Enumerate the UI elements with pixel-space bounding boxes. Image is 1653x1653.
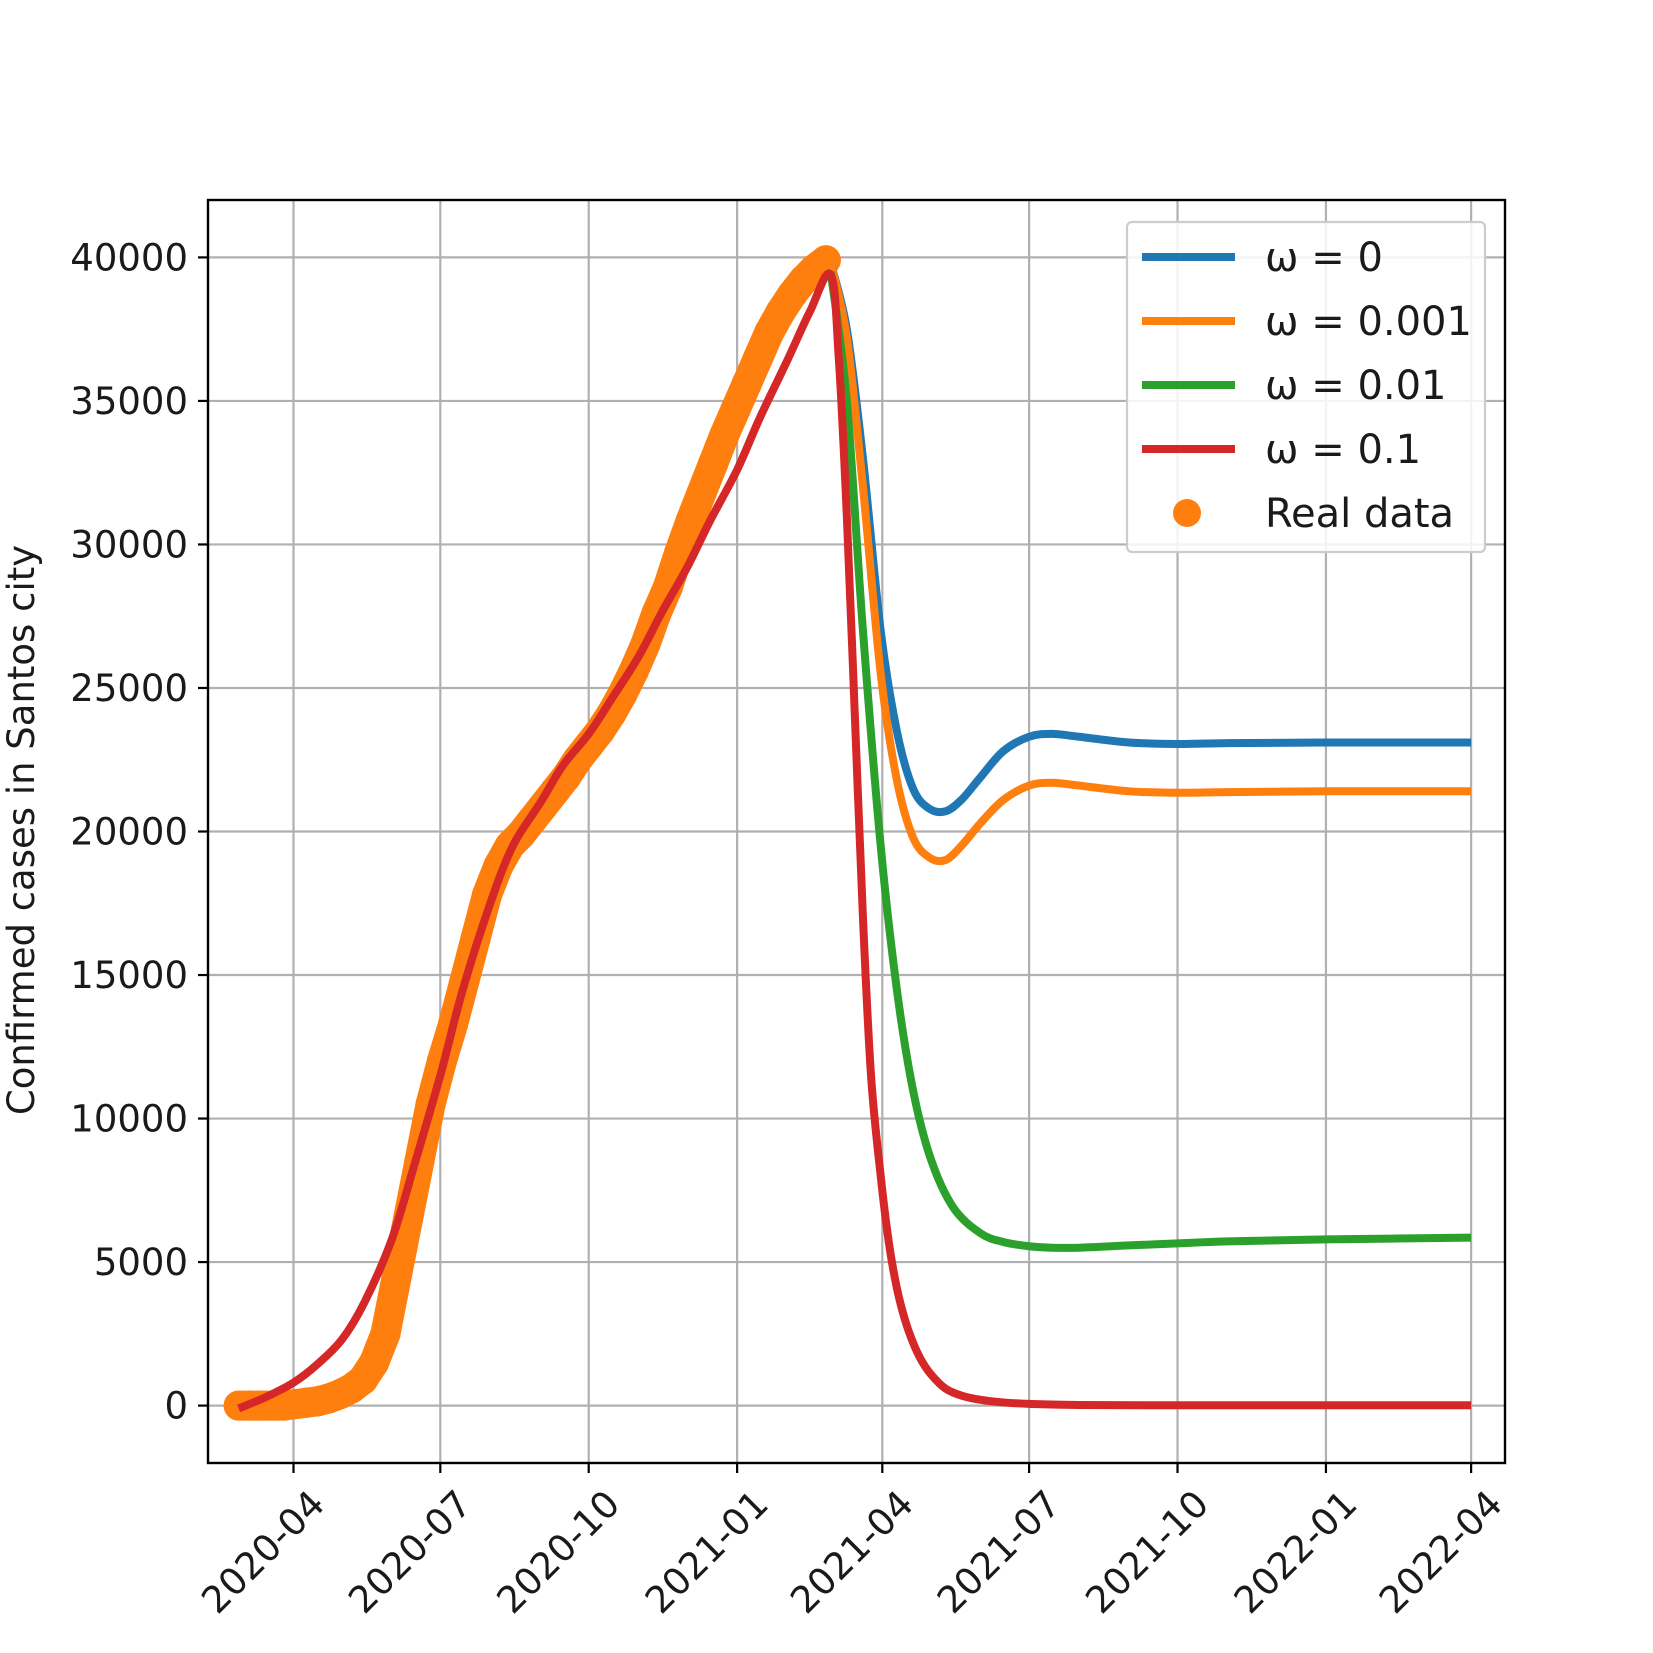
y-tick-label: 40000 [70,236,188,279]
y-tick-label: 30000 [70,523,188,566]
legend-label: ω = 0.001 [1265,299,1472,345]
y-tick-label: 20000 [70,811,188,854]
line-series-3 [237,269,1472,1413]
legend-label: ω = 0.01 [1265,363,1447,409]
y-axis-label: Confirmed cases in Santos city [0,545,43,1115]
y-tick-label: 15000 [70,954,188,997]
legend-marker [1173,499,1201,527]
legend-label: ω = 0 [1265,235,1383,281]
legend-label: ω = 0.1 [1265,427,1421,473]
y-tick-label: 10000 [70,1098,188,1141]
y-tick-label: 35000 [70,380,188,423]
y-tick-label: 5000 [94,1241,188,1284]
y-axis: 0 5000 10000 15000 20000 25000 30000 35000 40000 [70,236,208,1428]
line-series-2 [826,271,1472,1252]
legend-label: Real data [1265,491,1454,537]
legend-box [1125,220,1487,554]
line-series-1 [826,262,1472,866]
plot-series [223,245,1472,1421]
y-tick-label: 25000 [70,667,188,710]
legend: ω = 0 ω = 0.001 ω = 0.01 ω = 0.1 Real data [1125,220,1487,554]
y-tick-label: 0 [164,1385,188,1428]
